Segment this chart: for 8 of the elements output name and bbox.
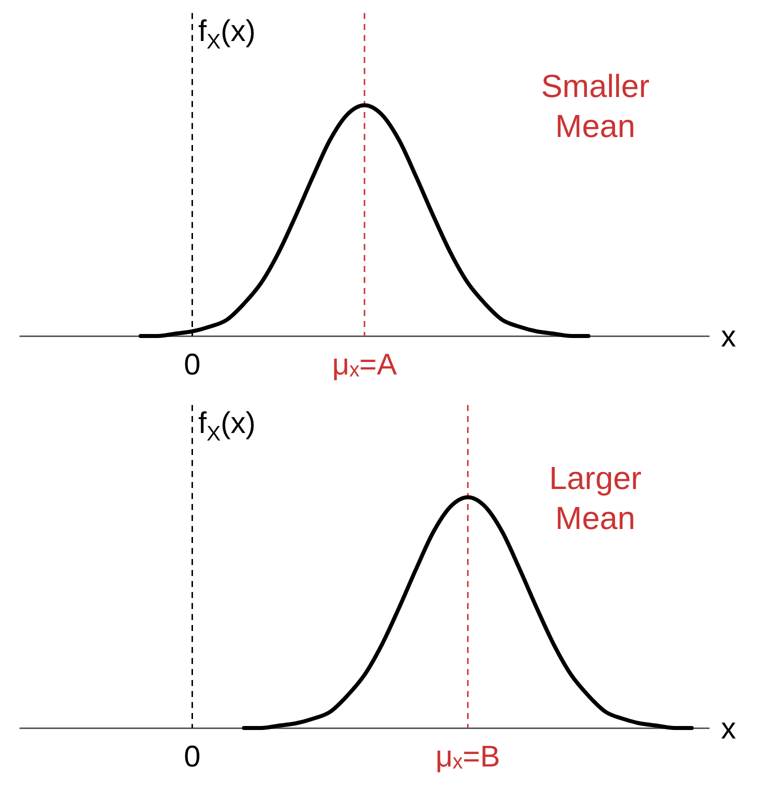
annotation: Smaller Mean bbox=[541, 68, 650, 144]
x-tick-label: μₓ=A bbox=[332, 348, 397, 382]
x-tick-label: μₓ=B bbox=[436, 740, 500, 774]
x-tick-label: 0 bbox=[184, 740, 201, 774]
x-axis-title: x bbox=[721, 712, 736, 746]
annotation: Larger Mean bbox=[549, 460, 642, 536]
x-axis-title: x bbox=[721, 320, 736, 354]
x-tick-label: 0 bbox=[184, 348, 201, 382]
